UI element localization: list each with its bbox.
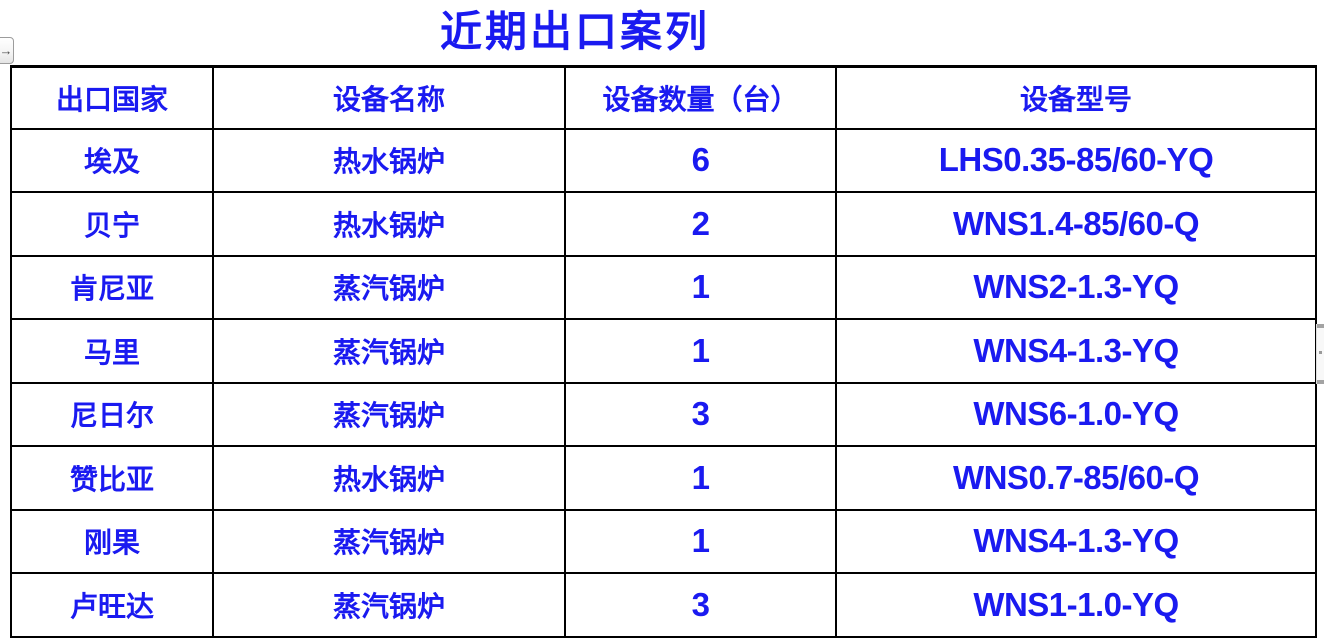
cell-model: WNS4-1.3-YQ [835, 318, 1317, 384]
scrollbar-grip-icon [1319, 351, 1322, 354]
right-arrow-icon: → [0, 43, 13, 58]
cell-model: WNS0.7-85/60-Q [835, 445, 1317, 511]
scrollbar-cap-bottom [1317, 380, 1324, 384]
column-header-equipment-model: 设备型号 [835, 65, 1317, 130]
cell-model: WNS2-1.3-YQ [835, 254, 1317, 320]
cell-country: 贝宁 [10, 191, 214, 257]
vertical-scrollbar-thumb[interactable] [1316, 324, 1324, 384]
cell-quantity: 1 [564, 318, 837, 384]
cell-country: 埃及 [10, 127, 214, 193]
cell-country: 马里 [10, 318, 214, 384]
table-row: 刚果 蒸汽锅炉 1 WNS4-1.3-YQ [10, 508, 1317, 574]
table-row: 赞比亚 热水锅炉 1 WNS0.7-85/60-Q [10, 445, 1317, 511]
table-row: 马里 蒸汽锅炉 1 WNS4-1.3-YQ [10, 318, 1317, 384]
cell-equipment-name: 蒸汽锅炉 [212, 572, 566, 638]
scrollbar-cap-top [1317, 324, 1324, 328]
cell-quantity: 1 [564, 254, 837, 320]
page-title: 近期出口案列 [439, 8, 711, 55]
export-cases-table: 出口国家 设备名称 设备数量（台） 设备型号 埃及 热水锅炉 6 LHS0.35… [10, 65, 1317, 638]
cell-equipment-name: 蒸汽锅炉 [212, 318, 566, 384]
column-header-equipment-name: 设备名称 [212, 65, 566, 130]
table-row: 肯尼亚 蒸汽锅炉 1 WNS2-1.3-YQ [10, 254, 1317, 320]
cell-model: WNS4-1.3-YQ [835, 508, 1317, 574]
cell-country: 尼日尔 [10, 381, 214, 447]
scroll-right-button[interactable]: → [0, 37, 14, 64]
table-row: 卢旺达 蒸汽锅炉 3 WNS1-1.0-YQ [10, 572, 1317, 638]
table-row: 尼日尔 蒸汽锅炉 3 WNS6-1.0-YQ [10, 381, 1317, 447]
cell-model: WNS1.4-85/60-Q [835, 191, 1317, 257]
cell-model: WNS1-1.0-YQ [835, 572, 1317, 638]
cell-quantity: 1 [564, 445, 837, 511]
table-row: 埃及 热水锅炉 6 LHS0.35-85/60-YQ [10, 127, 1317, 193]
cell-equipment-name: 蒸汽锅炉 [212, 508, 566, 574]
cell-model: WNS6-1.0-YQ [835, 381, 1317, 447]
cell-quantity: 2 [564, 191, 837, 257]
cell-quantity: 3 [564, 381, 837, 447]
table-header-row: 出口国家 设备名称 设备数量（台） 设备型号 [10, 65, 1317, 130]
cell-equipment-name: 热水锅炉 [212, 127, 566, 193]
cell-country: 卢旺达 [10, 572, 214, 638]
table-row: 贝宁 热水锅炉 2 WNS1.4-85/60-Q [10, 191, 1317, 257]
cell-quantity: 3 [564, 572, 837, 638]
cell-equipment-name: 蒸汽锅炉 [212, 254, 566, 320]
cell-equipment-name: 蒸汽锅炉 [212, 381, 566, 447]
cell-quantity: 1 [564, 508, 837, 574]
cell-model: LHS0.35-85/60-YQ [835, 127, 1317, 193]
cell-country: 刚果 [10, 508, 214, 574]
column-header-export-country: 出口国家 [10, 65, 214, 130]
cell-quantity: 6 [564, 127, 837, 193]
cell-country: 肯尼亚 [10, 254, 214, 320]
column-header-equipment-quantity: 设备数量（台） [564, 65, 837, 130]
cell-equipment-name: 热水锅炉 [212, 445, 566, 511]
cell-country: 赞比亚 [10, 445, 214, 511]
cell-equipment-name: 热水锅炉 [212, 191, 566, 257]
